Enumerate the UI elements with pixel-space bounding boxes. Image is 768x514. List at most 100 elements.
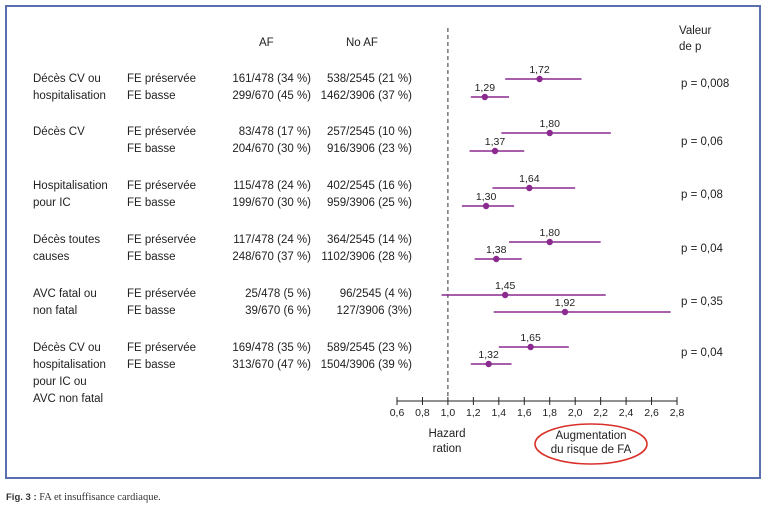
af-count: 39/670 (6 %) xyxy=(245,305,311,317)
x-tick-label: 1,2 xyxy=(466,407,481,419)
x-tick-label: 2,2 xyxy=(593,407,608,419)
p-value: p = 0,008 xyxy=(681,78,730,90)
outcome-label: AVC non fatal xyxy=(33,393,104,405)
hr-point xyxy=(491,147,499,155)
hr-point xyxy=(561,308,569,316)
af-count: 299/670 (45 %) xyxy=(232,90,311,102)
hr-value-label: 1,29 xyxy=(475,82,496,94)
fe-label: FE préservée xyxy=(127,126,197,138)
no-af-count: 916/3906 (23 %) xyxy=(326,143,412,155)
x-tick-label: 2,0 xyxy=(568,407,583,419)
no-af-count: 1102/3906 (28 %) xyxy=(321,251,412,263)
outcome-label: non fatal xyxy=(33,305,78,317)
af-count: 83/478 (17 %) xyxy=(238,126,311,138)
no-af-count: 1462/3906 (37 %) xyxy=(320,90,412,102)
af-count: 204/670 (30 %) xyxy=(232,143,311,155)
p-value: p = 0,04 xyxy=(681,243,723,255)
hr-point xyxy=(485,360,492,368)
outcome-label: hospitalisation xyxy=(33,359,106,371)
fe-label: FE basse xyxy=(127,143,176,155)
fe-label: FE basse xyxy=(127,359,176,371)
p-value: p = 0,08 xyxy=(681,189,723,201)
hr-value-label: 1,65 xyxy=(520,332,541,344)
no-af-count: 402/2545 (16 %) xyxy=(326,180,412,192)
x-tick-label: 0,8 xyxy=(415,407,430,419)
hr-value-label: 1,37 xyxy=(485,136,506,148)
no-af-count: 257/2545 (10 %) xyxy=(326,126,412,138)
x-tick-label: 1,0 xyxy=(441,407,456,419)
af-count: 115/478 (24 %) xyxy=(233,180,311,192)
no-af-count: 96/2545 (4 %) xyxy=(339,288,412,300)
outcome-label: pour IC xyxy=(33,197,71,209)
outcome-label: Décès CV ou xyxy=(33,342,101,354)
outcome-label: Hospitalisation xyxy=(33,180,108,192)
caption-text: FA et insuffisance cardiaque. xyxy=(39,492,161,503)
x-tick-label: 1,4 xyxy=(492,407,507,419)
column-header-af: AF xyxy=(259,37,274,49)
increased-risk-label: Augmentation xyxy=(556,430,627,442)
p-value: p = 0,06 xyxy=(681,136,723,148)
x-tick-label: 2,4 xyxy=(619,407,634,419)
hr-value-label: 1,30 xyxy=(476,191,497,203)
hazard-ratio-label: Hazard xyxy=(428,428,465,440)
af-count: 25/478 (5 %) xyxy=(245,288,311,300)
hr-value-label: 1,45 xyxy=(495,280,516,292)
outcome-label: pour IC ou xyxy=(33,376,87,388)
caption-label: Fig. 3 : xyxy=(6,492,37,503)
figure-frame xyxy=(5,5,761,479)
af-count: 248/670 (37 %) xyxy=(232,251,311,263)
figure-caption: Fig. 3 : FA et insuffisance cardiaque. xyxy=(6,492,161,503)
fe-label: FE basse xyxy=(127,305,176,317)
fe-label: FE préservée xyxy=(127,180,197,192)
hr-value-label: 1,92 xyxy=(555,297,576,309)
hr-point xyxy=(501,291,509,299)
x-tick-label: 2,6 xyxy=(644,407,659,419)
hr-value-label: 1,80 xyxy=(540,227,561,239)
no-af-count: 1504/3906 (39 %) xyxy=(320,359,412,371)
outcome-label: causes xyxy=(33,251,70,263)
hr-point xyxy=(526,184,533,192)
p-value: p = 0,04 xyxy=(681,347,723,359)
hr-value-label: 1,80 xyxy=(540,118,561,130)
hr-value-label: 1,38 xyxy=(486,244,507,256)
column-header-p-value: de p xyxy=(679,41,702,53)
outcome-label: Décès toutes xyxy=(33,234,101,246)
af-count: 199/670 (30 %) xyxy=(232,197,311,209)
hr-value-label: 1,64 xyxy=(519,173,540,185)
outcome-label: Décès CV xyxy=(33,126,85,138)
no-af-count: 127/3906 (3%) xyxy=(336,305,412,317)
p-value: p = 0,35 xyxy=(681,296,723,308)
outcome-label: AVC fatal ou xyxy=(33,288,97,300)
hazard-ratio-label: ration xyxy=(433,443,462,455)
af-count: 117/478 (24 %) xyxy=(233,234,311,246)
x-tick-label: 2,8 xyxy=(670,407,685,419)
x-tick-label: 1,8 xyxy=(542,407,557,419)
no-af-count: 589/2545 (23 %) xyxy=(326,342,412,354)
x-tick-label: 1,6 xyxy=(517,407,532,419)
hr-point xyxy=(536,75,543,83)
column-header-p-value: Valeur xyxy=(679,25,712,37)
af-count: 169/478 (35 %) xyxy=(232,342,311,354)
x-tick-label: 0,6 xyxy=(390,407,405,419)
hr-point xyxy=(527,343,534,351)
hr-point xyxy=(493,255,500,263)
no-af-count: 538/2545 (21 %) xyxy=(326,73,412,85)
fe-label: FE préservée xyxy=(127,288,197,300)
af-count: 161/478 (34 %) xyxy=(232,73,311,85)
fe-label: FE préservée xyxy=(127,234,197,246)
fe-label: FE basse xyxy=(127,90,176,102)
fe-label: FE basse xyxy=(127,251,176,263)
annotation-ellipse xyxy=(534,423,648,465)
fe-label: FE basse xyxy=(127,197,176,209)
increased-risk-label: du risque de FA xyxy=(551,444,632,456)
hr-value-label: 1,32 xyxy=(478,349,499,361)
af-count: 313/670 (47 %) xyxy=(232,359,311,371)
no-af-count: 364/2545 (14 %) xyxy=(326,234,412,246)
hr-point xyxy=(546,238,553,246)
hr-value-label: 1,72 xyxy=(529,64,550,76)
column-header-no-af: No AF xyxy=(346,37,378,49)
hr-point xyxy=(482,202,490,210)
outcome-label: hospitalisation xyxy=(33,90,106,102)
no-af-count: 959/3906 (25 %) xyxy=(326,197,412,209)
